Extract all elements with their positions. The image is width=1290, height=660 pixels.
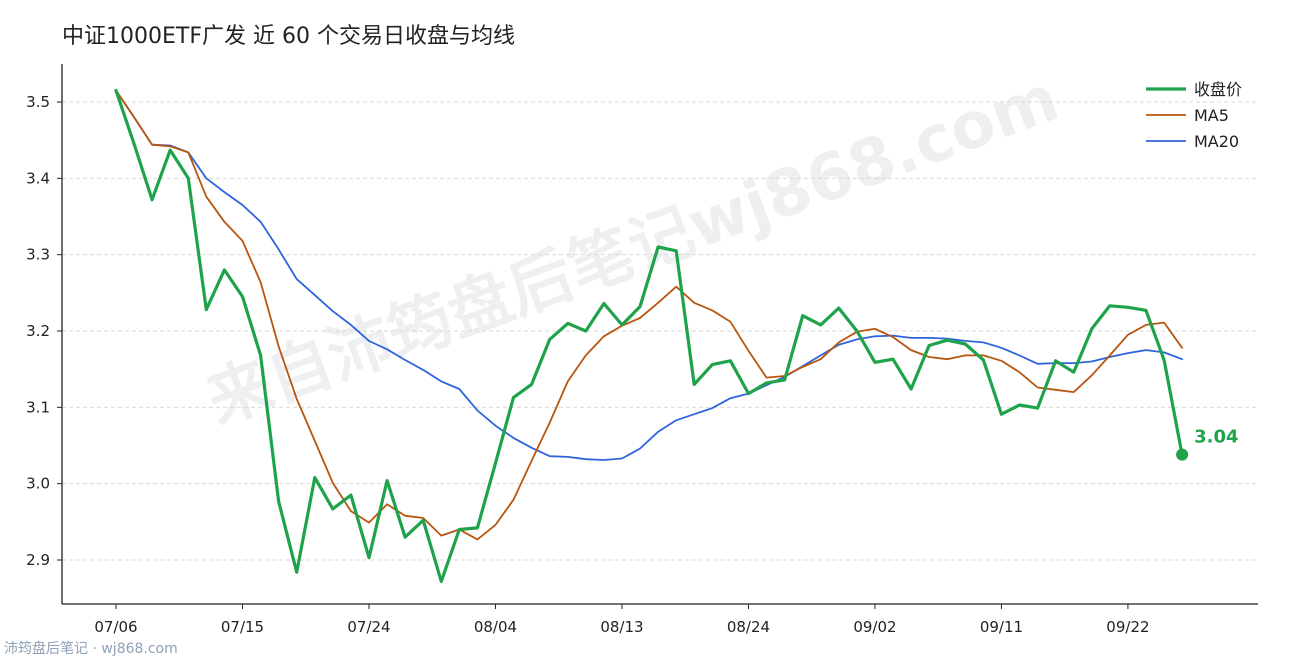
series-ma5-line [115,89,1183,541]
axis-layer: 2.9 3.0 3.1 3.2 3.3 3.4 3.5 07/06 07/15 07/24 08/0… [26,64,1258,636]
y-tick-label: 3.1 [26,398,50,416]
x-tick-label: 09/22 [1106,618,1149,636]
last-value-label: 3.04 [1194,427,1238,448]
legend-label: 收盘价 [1194,80,1242,99]
x-tick-label: 08/13 [600,618,643,636]
y-tick-label: 3.0 [26,475,50,493]
x-tick-label: 07/15 [221,618,264,636]
watermark-layer: 来自沛筠盘后笔记wj868.com [198,62,1069,439]
legend: 收盘价 MA5 MA20 [1146,80,1242,151]
grid-layer [62,101,1258,561]
x-tick-label: 08/24 [727,618,770,636]
series-ma20-line [115,89,1183,461]
y-tick-label: 3.4 [26,169,50,187]
x-tick-label: 09/11 [980,618,1023,636]
y-tick-label: 3.2 [26,322,50,340]
footer-credit: 沛筠盘后笔记 · wj868.com [4,641,178,657]
chart-title: 中证1000ETF广发 近 60 个交易日收盘与均线 [62,24,515,49]
x-tick-label: 08/04 [474,618,517,636]
series-layer: 3.04 [114,88,1239,584]
series-close-line [114,88,1184,584]
x-tick-label: 07/24 [347,618,390,636]
x-tick-label: 07/06 [94,618,137,636]
y-tick-label: 3.5 [26,93,50,111]
y-tick-label: 3.3 [26,246,50,264]
x-tick-label: 09/02 [853,618,896,636]
legend-label: MA20 [1194,132,1239,151]
y-tick-label: 2.9 [26,551,50,569]
last-point-marker [1176,448,1189,461]
watermark-text: 来自沛筠盘后笔记wj868.com [198,62,1069,439]
legend-label: MA5 [1194,106,1229,125]
